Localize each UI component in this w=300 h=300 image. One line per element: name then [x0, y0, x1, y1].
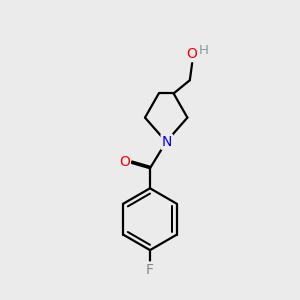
Text: O: O	[186, 47, 197, 61]
Text: H: H	[198, 44, 208, 57]
Text: N: N	[162, 135, 172, 149]
Text: F: F	[146, 262, 154, 277]
Text: O: O	[119, 155, 130, 170]
